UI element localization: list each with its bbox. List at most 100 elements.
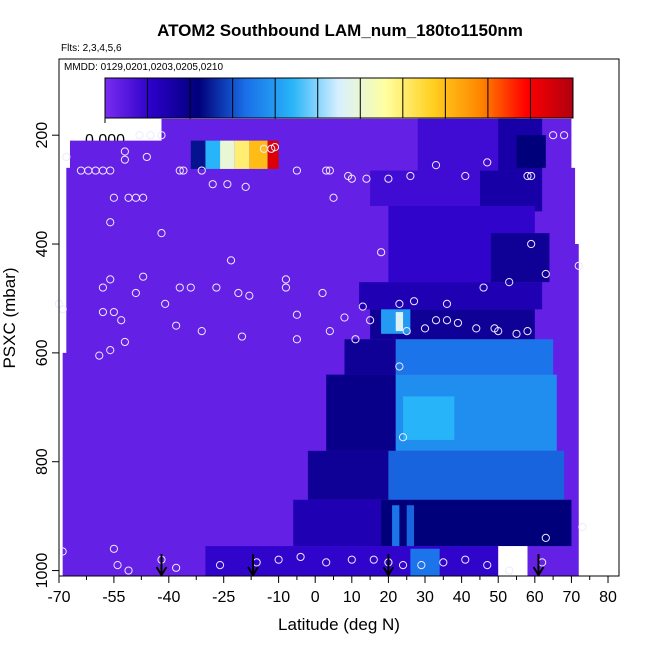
heatmap-cell [395,339,554,375]
sample-point [453,318,463,328]
sample-point [274,555,283,564]
x-axis: -70 -55 -40 -25 -10 0 10 20 30 40 50 60 70 80 [47,576,617,606]
sample-point [131,288,140,298]
heatmap-cell [403,396,455,440]
x-tick-label: -25 [212,589,235,606]
sample-point [98,283,108,292]
sample-point [124,566,133,575]
heatmap-cell [395,312,404,332]
sample-point [106,275,115,284]
sample-point [541,533,550,543]
sample-point [527,171,536,181]
sample-point [208,180,217,189]
sample-point [175,166,184,175]
x-tick-label: -10 [267,589,290,606]
flight-arrow [247,554,259,577]
sample-point [340,313,349,322]
heatmap-cell [267,140,279,169]
sample-point [237,332,247,341]
heatmap-field [62,118,579,577]
heatmap-cell [392,505,400,547]
sample-point [245,291,254,300]
x-tick-label: 30 [416,589,434,606]
flight-arrow [532,554,545,577]
y-axis-label: PSXC (mbar) [0,267,19,368]
heatmap-cell [205,546,499,576]
dates-subtitle: MMDD: 0129,0201,0203,0205,0210 [64,62,223,73]
x-tick-label: 0 [311,589,320,606]
sample-point [241,182,250,191]
flight-arrows [155,554,545,577]
x-tick-label: 50 [489,589,507,606]
sample-point [439,558,448,567]
sample-point [197,327,206,336]
heatmap-cell [410,548,440,576]
sample-point [109,193,119,202]
sample-point [120,337,129,347]
x-tick-label: 10 [343,589,361,606]
sample-point [106,218,115,227]
sample-point [270,143,280,152]
sample-point [197,166,206,175]
sample-point [113,561,122,570]
x-tick-label: 80 [599,589,617,606]
sample-point [329,193,338,202]
heatmap-cell [307,450,389,500]
sample-point [292,166,302,175]
sample-point [417,561,426,570]
plot-frame [58,58,620,577]
sample-point [62,152,71,162]
sample-point [106,346,115,355]
sample-point [409,297,419,306]
sample-point [135,131,144,140]
sample-point [384,174,393,183]
sample-point [281,283,291,292]
sample-point [461,171,470,181]
sample-point [139,193,148,202]
sample-point [559,131,569,140]
sample-point [172,321,181,330]
sample-point [106,166,115,175]
sample-point [574,261,583,270]
sample-point [347,555,356,564]
sample-point [234,288,243,298]
x-tick-label: -70 [47,589,70,606]
sample-point [146,131,155,140]
chart-title: ATOM2 Southbound LAM_num_180to1150nm [157,21,523,40]
sample-point [215,561,225,570]
sample-point [420,324,430,333]
flights-subtitle: Flts: 2,3,4,5,6 [61,43,122,54]
sample-point [369,555,378,564]
sample-point [161,299,170,308]
x-tick-label: 60 [526,589,544,606]
sample-point [281,275,291,284]
sample-point [267,144,276,153]
sample-points [54,131,587,575]
x-axis-label: Latitude (deg N) [278,615,400,634]
heatmap-cell [516,135,546,168]
sample-point [223,180,232,189]
sample-point [109,544,119,553]
sample-point [395,362,404,371]
sample-point [483,158,492,167]
sample-point [442,299,452,308]
sample-point [431,316,441,325]
heatmap-cell [381,309,411,334]
sample-point [479,283,488,292]
sample-point [179,166,188,175]
sample-point [461,555,470,564]
sample-point [325,327,334,336]
heatmap-cell [479,170,543,212]
sample-point [157,131,166,140]
sample-point [366,316,375,325]
sample-point [175,283,184,292]
sample-point [226,256,236,265]
heatmap-cell [490,233,550,283]
sample-point [523,171,532,181]
y-tick-label: 200 [34,122,51,149]
sample-point [296,552,305,562]
sample-point [472,324,481,333]
sample-point [318,288,327,298]
heatmap-cell [406,505,415,547]
